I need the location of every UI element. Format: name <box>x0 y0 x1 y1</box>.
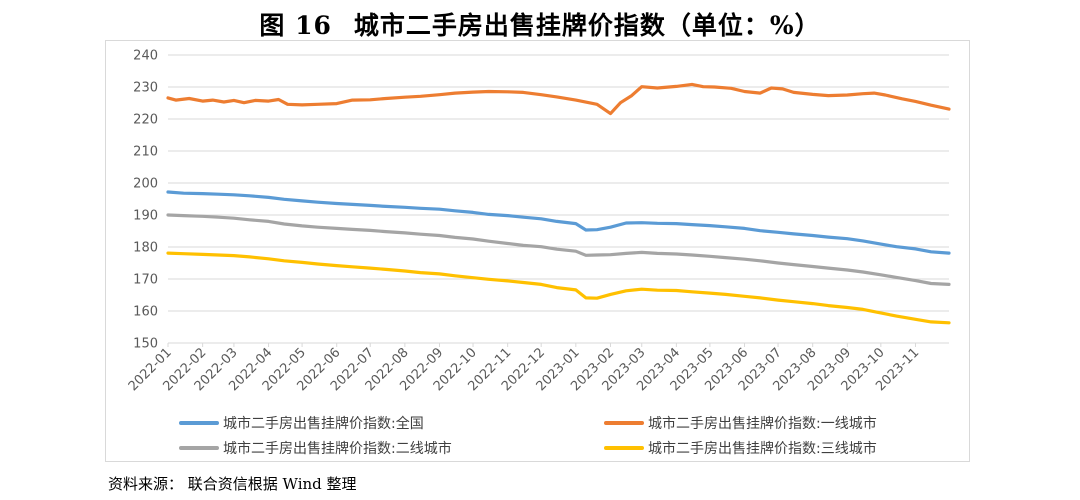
legend-label-二线城市: 城市二手房出售挂牌价指数:二线城市 <box>223 440 452 457</box>
y-tick-label: 150 <box>133 337 158 352</box>
figure-title-text: 城市二手房出售挂牌价指数（单位：%） <box>353 11 821 40</box>
y-tick-label: 200 <box>133 177 158 192</box>
y-tick-label: 230 <box>133 81 158 96</box>
figure-number: 图 16 <box>259 11 332 40</box>
y-tick-label: 180 <box>133 241 158 256</box>
source-note: 资料来源： 联合资信根据 Wind 整理 <box>108 475 357 493</box>
series-line-三线城市 <box>166 251 951 325</box>
series-line-全国 <box>166 190 951 255</box>
legend-label-全国: 城市二手房出售挂牌价指数:全国 <box>223 415 424 432</box>
legend-label-三线城市: 城市二手房出售挂牌价指数:三线城市 <box>648 440 877 457</box>
chart-frame: 150 160 170 180 190 200 210 220 230 240 2022-01 202… <box>105 40 970 462</box>
series-line-一线城市 <box>166 82 951 116</box>
chart-title: 图 16 城市二手房出售挂牌价指数（单位：%） <box>0 6 1080 42</box>
y-tick-label: 210 <box>133 145 158 160</box>
y-tick-label: 160 <box>133 305 158 320</box>
y-tick-label: 240 <box>133 49 158 64</box>
y-tick-label: 220 <box>133 113 158 128</box>
line-chart: 1501601701801902002102202302402022-01202… <box>126 49 951 457</box>
y-tick-label: 170 <box>133 273 158 288</box>
legend-label-一线城市: 城市二手房出售挂牌价指数:一线城市 <box>648 415 877 432</box>
y-tick-label: 190 <box>133 209 158 224</box>
series-line-二线城市 <box>166 213 951 286</box>
